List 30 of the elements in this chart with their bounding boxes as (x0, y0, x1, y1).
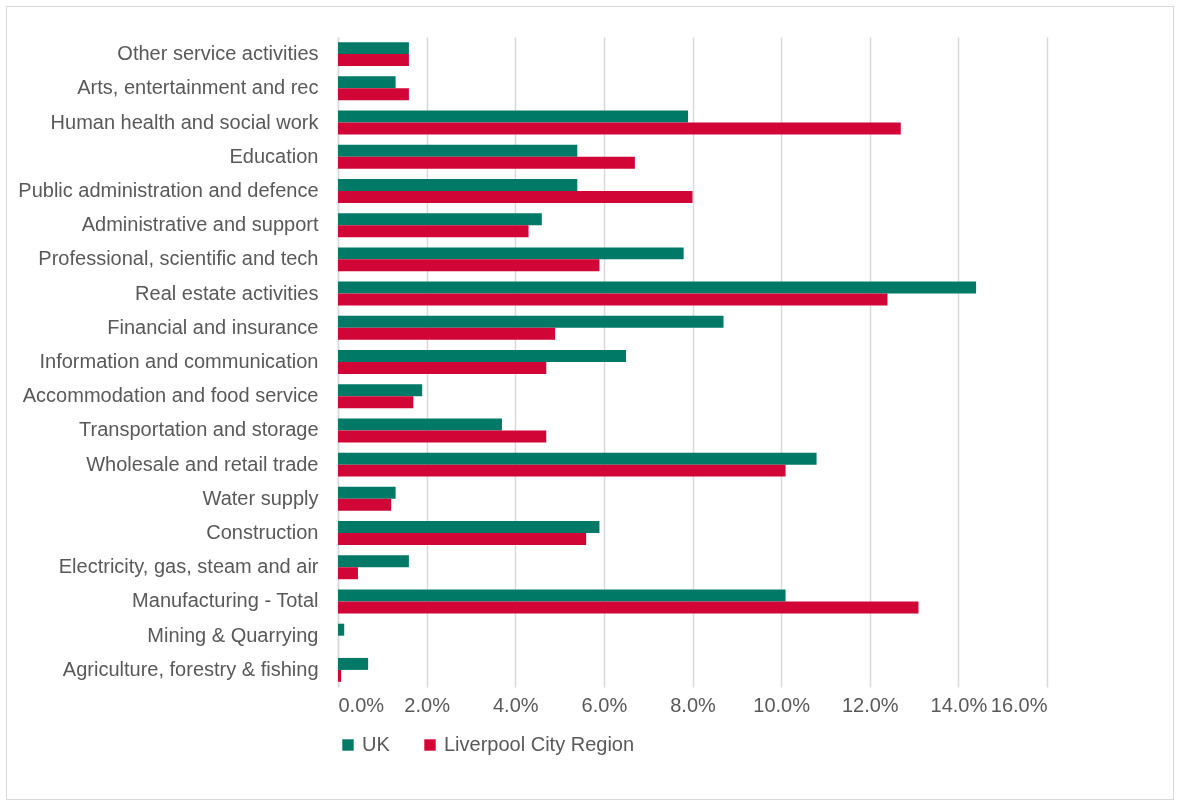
x-tick-label: 8.0% (670, 693, 717, 716)
y-tick-label: Other service activities (117, 42, 319, 65)
y-tick-label: Manufacturing - Total (132, 589, 319, 612)
y-tick-label: Education (229, 144, 319, 167)
y-tick-label: Human health and social work (50, 110, 320, 133)
legend-label: Liverpool City Region (444, 733, 635, 755)
x-tick-label: 14.0% (930, 693, 988, 716)
x-tick-label: 0.0% (338, 693, 385, 716)
y-tick-label: Mining & Quarrying (147, 623, 319, 646)
y-tick-label: Construction (206, 521, 319, 544)
x-tick-label: 4.0% (492, 693, 539, 716)
y-tick-label: Professional, scientific and tech (38, 247, 319, 270)
y-tick-label: Water supply (202, 486, 319, 509)
y-tick-label: Real estate activities (135, 281, 319, 304)
y-tick-label: Arts, entertainment and rec (77, 76, 319, 99)
y-tick-label: Wholesale and retail trade (86, 452, 319, 475)
x-tick-label: 2.0% (404, 693, 451, 716)
y-tick-label: Electricity, gas, steam and air (58, 555, 319, 578)
x-tick-label: 12.0% (841, 693, 899, 716)
y-tick-label: Accommodation and food service (22, 384, 319, 407)
x-tick-label: 10.0% (753, 693, 811, 716)
y-tick-label: Public administration and defence (18, 178, 319, 201)
y-tick-label: Financial and insurance (107, 315, 319, 338)
x-tick-label: 16.0% (990, 693, 1048, 716)
y-tick-label: Information and communication (39, 350, 319, 372)
y-tick-label: Agriculture, forestry & fishing (62, 657, 319, 680)
y-tick-label: Transportation and storage (79, 418, 319, 441)
legend-label: UK (362, 733, 391, 755)
x-tick-label: 6.0% (581, 693, 628, 716)
y-tick-label: Administrative and support (81, 213, 319, 236)
